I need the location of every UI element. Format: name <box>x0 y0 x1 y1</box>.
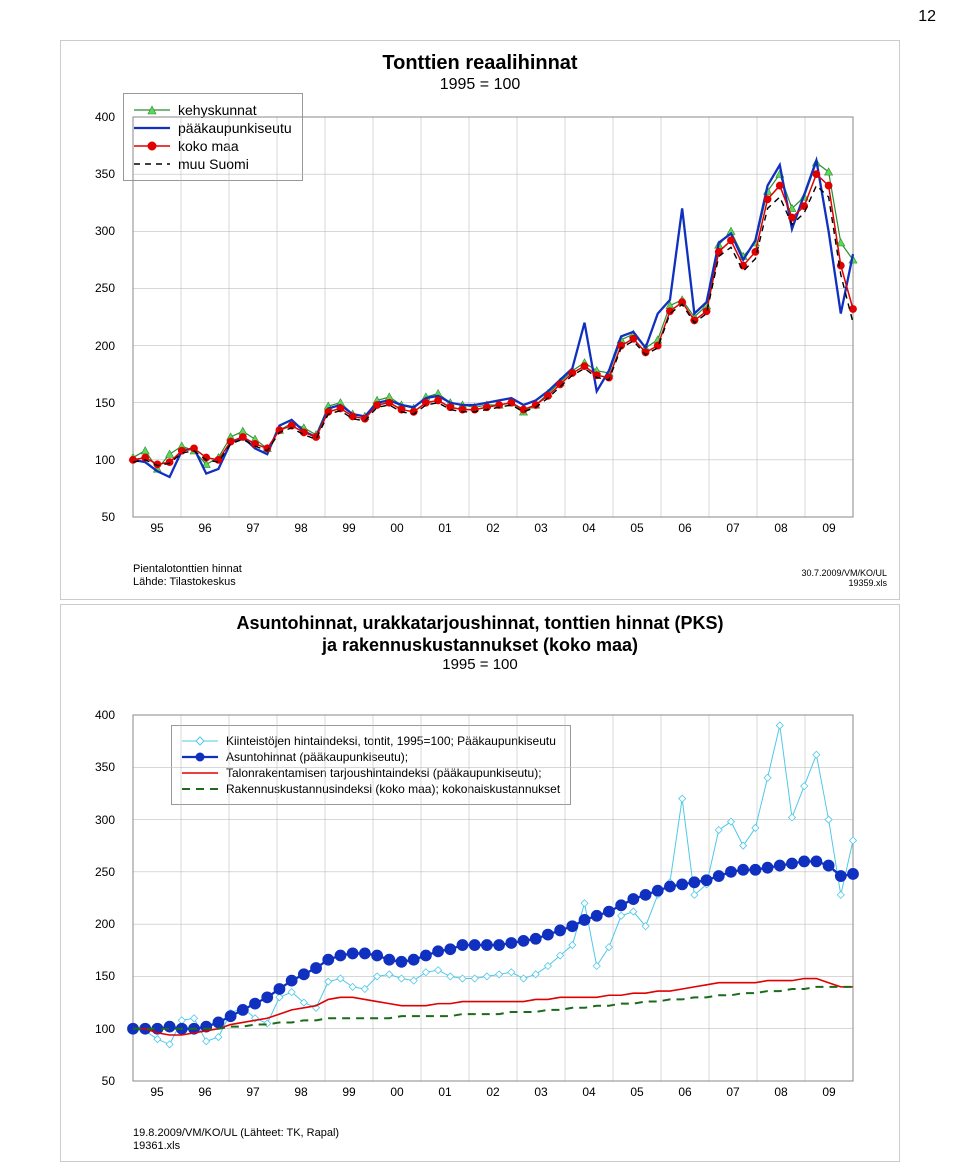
chart2-y-axis: 50100150200250300350400 <box>61 715 121 1081</box>
chart1-source: Pientalotonttien hinnat Lähde: Tilastoke… <box>133 563 242 589</box>
chart2-title: Asuntohinnat, urakkatarjoushinnat, tontt… <box>61 613 899 674</box>
legend-item: kehyskunnat <box>134 102 292 118</box>
chart2-plot-area <box>133 715 853 1081</box>
chart2-source: 19.8.2009/VM/KO/UL (Lähteet: TK, Rapal) … <box>133 1127 339 1153</box>
chart1-title: Tonttien reaalihinnat 1995 = 100 <box>61 51 899 94</box>
page-number: 12 <box>918 8 936 26</box>
chart1-plot-area <box>133 117 853 517</box>
chart2-x-axis: 959697989900010203040506070809 <box>133 1085 853 1105</box>
chart-bottom-panel: Asuntohinnat, urakkatarjoushinnat, tontt… <box>60 604 900 1162</box>
chart1-y-axis: 50100150200250300350400 <box>61 117 121 517</box>
chart1-meta: 30.7.2009/VM/KO/UL 19359.xls <box>801 569 887 589</box>
chart1-x-axis: 959697989900010203040506070809 <box>133 521 853 541</box>
chart-top-panel: Tonttien reaalihinnat 1995 = 100 kehysku… <box>60 40 900 600</box>
